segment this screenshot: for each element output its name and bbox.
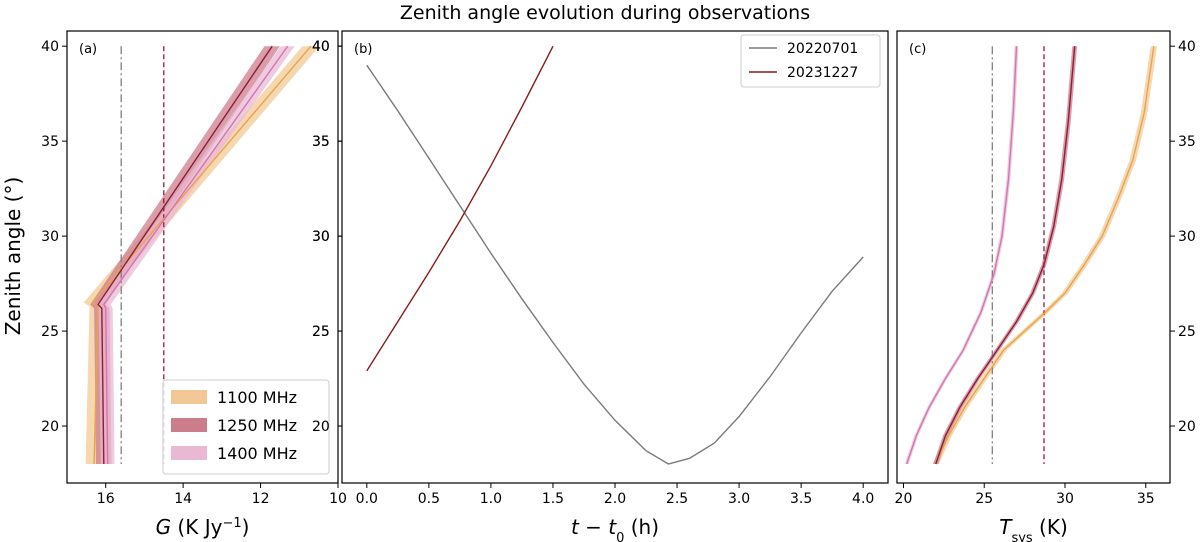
x-tick-label: 1.0 <box>480 491 502 507</box>
panel-label: (b) <box>354 42 372 57</box>
x-tick-label: 3.0 <box>728 491 750 507</box>
y-tick-label: 25 <box>41 324 59 340</box>
y-tick-label: 30 <box>41 229 59 245</box>
legend-label: 1400 MHz <box>217 444 297 463</box>
series-line-1400-mhz <box>906 46 1018 465</box>
y-tick-label-right: 20 <box>1178 419 1196 435</box>
band-1400-mhz <box>96 46 295 464</box>
y-tick-label: 20 <box>41 419 59 435</box>
axes-frame <box>66 30 339 484</box>
x-tick-label: 10 <box>329 491 347 507</box>
series-line-1250-mhz <box>97 45 273 465</box>
y-tick-label: 35 <box>312 134 330 150</box>
x-tick-label: 20 <box>895 491 913 507</box>
legend-label: 1250 MHz <box>217 416 297 435</box>
y-tick-label-right: 35 <box>1178 134 1196 150</box>
x-tick-label: 12 <box>252 491 270 507</box>
y-tick-label-right: 40 <box>312 39 330 55</box>
x-tick-label: 3.5 <box>790 491 812 507</box>
panel-a: (a) 16 14 12 10 20 20 25 25 30 30 35 35 40 40 G (K Jy−1… <box>41 30 347 539</box>
series-line-1250-mhz <box>935 46 1076 465</box>
figure-title: Zenith angle evolution during observatio… <box>400 2 810 24</box>
y-tick-label: 35 <box>41 134 59 150</box>
legend-swatch <box>171 446 207 460</box>
y-tick-label: 40 <box>312 39 330 55</box>
y-tick-label: 40 <box>41 39 59 55</box>
y-tick-label-right: 30 <box>1178 229 1196 245</box>
series-line-1100-mhz <box>935 46 1155 465</box>
y-tick-label-right: 35 <box>312 134 330 150</box>
x-tick-label: 30 <box>1056 491 1074 507</box>
x-tick-label: 2.5 <box>666 491 688 507</box>
y-tick-label-right: 40 <box>1178 39 1196 55</box>
y-tick-label: 20 <box>312 419 330 435</box>
panel-label: (c) <box>909 42 926 57</box>
legend-label: 20231227 <box>787 65 858 81</box>
x-tick-label: 2.0 <box>604 491 626 507</box>
x-axis-label: t − t0 (h) <box>571 515 659 542</box>
axes-frame <box>896 30 1171 484</box>
y-tick-label: 25 <box>312 324 330 340</box>
panel-c: (c) 20 25 30 35 20 25 30 35 40 Tsys (K) <box>895 30 1196 542</box>
y-tick-label-right: 25 <box>312 324 330 340</box>
legend-label: 1100 MHz <box>217 388 297 407</box>
band-1250-mhz <box>933 46 1078 464</box>
y-axis-label: Zenith angle (°) <box>1 177 25 336</box>
band-1100-mhz <box>932 46 1158 464</box>
x-tick-label: 16 <box>97 491 115 507</box>
x-tick-label: 0.0 <box>356 491 378 507</box>
legend-label: 20220701 <box>787 41 858 57</box>
series-line-20231227 <box>366 45 554 372</box>
x-tick-label: 35 <box>1137 491 1155 507</box>
legend-swatch <box>171 418 207 432</box>
x-tick-label: 25 <box>975 491 993 507</box>
series-line-1400-mhz <box>102 45 289 465</box>
x-tick-label: 14 <box>174 491 192 507</box>
y-tick-label: 30 <box>312 229 330 245</box>
x-axis-label: Tsys (K) <box>999 515 1068 542</box>
axes-frame <box>341 30 889 484</box>
x-tick-label: 0.5 <box>418 491 440 507</box>
x-tick-label: 1.5 <box>542 491 564 507</box>
panel-b: (b) 0.0 0.5 1.0 1.5 2.0 2.5 3.0 3.5 4.0 20 25 30 35 40… <box>312 30 889 542</box>
series-line-20220701 <box>366 64 864 465</box>
panel-label: (a) <box>79 42 97 57</box>
y-tick-label-right: 25 <box>1178 324 1196 340</box>
y-tick-label-right: 30 <box>312 229 330 245</box>
legend-swatch <box>171 390 207 404</box>
x-tick-label: 4.0 <box>852 491 874 507</box>
x-axis-label: G (K Jy−1) <box>156 515 250 539</box>
series-line-1100-mhz <box>91 45 312 465</box>
